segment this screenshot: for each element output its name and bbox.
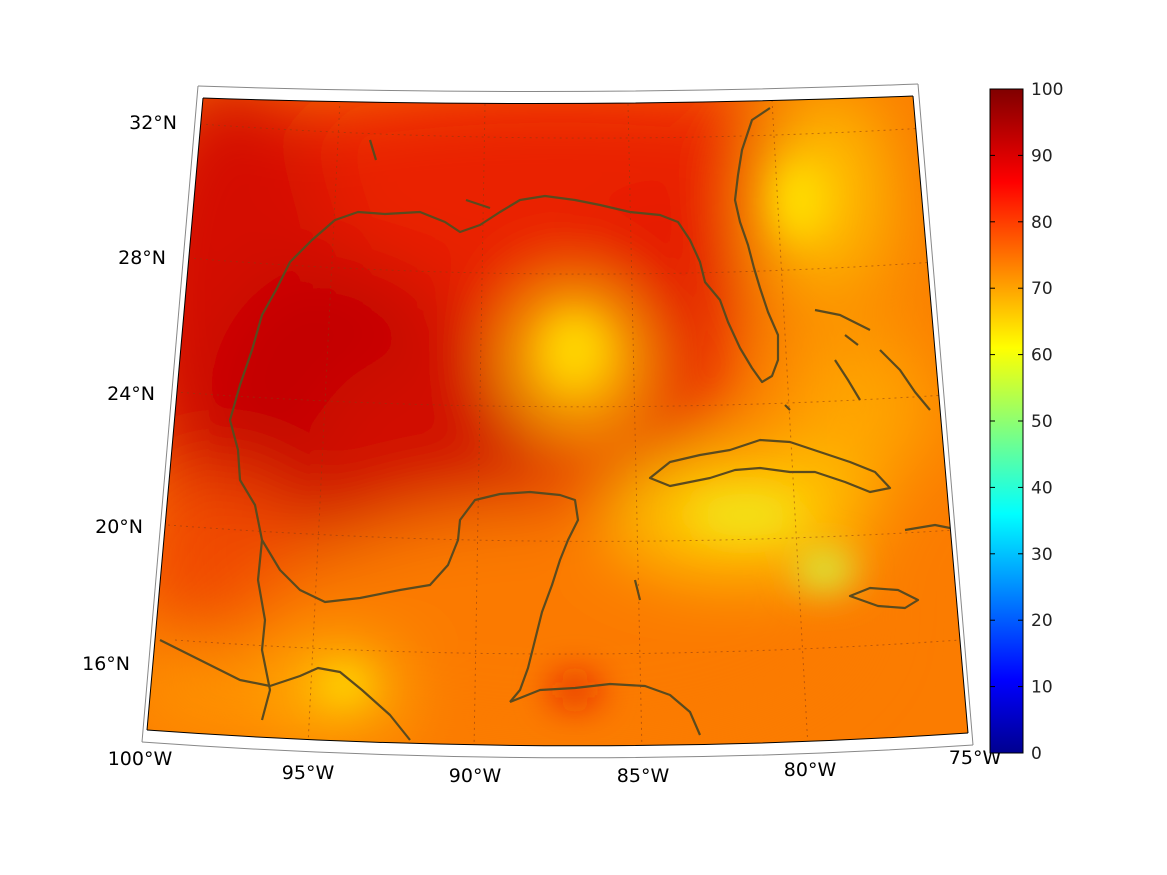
colorbar-tick-label: 100 bbox=[1031, 80, 1063, 100]
lon-label-90w: 90°W bbox=[449, 765, 502, 787]
colorbar-tick-label: 30 bbox=[1031, 545, 1053, 565]
lat-label-32n: 32°N bbox=[129, 112, 177, 134]
colorbar-tick-label: 10 bbox=[1031, 678, 1053, 698]
colorbar-tick-label: 60 bbox=[1031, 346, 1053, 366]
colorbar-tick-label: 50 bbox=[1031, 412, 1053, 432]
colorbar-ticks: 0 10 20 30 40 50 60 70 80 90 100 bbox=[990, 80, 1063, 764]
longitude-labels: 100°W 95°W 90°W 85°W 80°W 75°W bbox=[108, 747, 1002, 787]
map-frame bbox=[141, 83, 974, 759]
lon-label-85w: 85°W bbox=[617, 765, 670, 787]
colorbar-tick-label: 20 bbox=[1031, 611, 1053, 631]
coast-small-islands bbox=[368, 139, 791, 601]
coast-cuba bbox=[648, 438, 892, 494]
coast-central-america bbox=[509, 682, 702, 736]
coast-mexico-yucatan bbox=[261, 490, 580, 703]
lat-label-20n: 20°N bbox=[95, 516, 143, 538]
colorbar-tick-label: 40 bbox=[1031, 478, 1053, 498]
colorbar-tick-label: 0 bbox=[1031, 744, 1042, 764]
coast-bahamas bbox=[814, 308, 931, 411]
colorbar-tick-label: 70 bbox=[1031, 279, 1053, 299]
field-blobs bbox=[147, 96, 940, 740]
colorbar-tick-label: 80 bbox=[1031, 213, 1053, 233]
lon-label-80w: 80°W bbox=[784, 759, 837, 781]
lon-label-95w: 95°W bbox=[282, 762, 335, 784]
lon-label-75w: 75°W bbox=[949, 747, 1002, 769]
lat-label-28n: 28°N bbox=[118, 247, 166, 269]
latitude-labels: 16°N 20°N 24°N 28°N 32°N bbox=[82, 112, 177, 675]
coast-pacific bbox=[159, 639, 411, 741]
lon-label-100w: 100°W bbox=[108, 748, 173, 770]
colorbar-tick-label: 90 bbox=[1031, 146, 1053, 166]
coastlines bbox=[159, 107, 961, 741]
lat-label-24n: 24°N bbox=[107, 383, 155, 405]
colorbar-gradient bbox=[989, 88, 1024, 754]
colorbar: 0 10 20 30 40 50 60 70 80 90 100 bbox=[989, 80, 1063, 764]
graticule bbox=[167, 99, 961, 746]
lat-label-16n: 16°N bbox=[82, 653, 130, 675]
coast-gulf bbox=[228, 107, 780, 721]
field-hotspots bbox=[320, 160, 855, 704]
coast-jamaica bbox=[848, 586, 920, 610]
data-field bbox=[147, 96, 968, 746]
